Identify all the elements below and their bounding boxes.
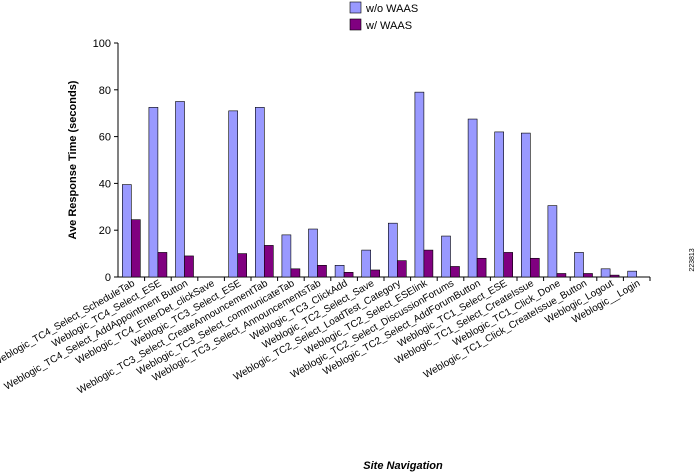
bar-with-waas [263,245,274,278]
bar-without-waas [441,235,451,278]
legend-swatch-with-waas [349,18,362,31]
bar-with-waas [423,249,434,278]
bar-without-waas [281,234,292,278]
plot-area: 020406080100Weblogic_TC4_Select_Schedule… [0,38,651,396]
bar-with-waas [184,255,194,278]
bar-without-waas [122,184,132,278]
bar-with-waas [343,272,354,278]
legend-label-with-waas: w/ WAAS [365,20,412,32]
bar-without-waas [467,118,478,278]
y-tick-label: 20 [99,225,111,237]
bar-without-waas [574,252,584,278]
bar-with-waas [290,268,301,278]
bar-with-waas [450,266,460,278]
bar-with-waas [583,273,593,278]
bar-with-waas [476,257,487,278]
bar-without-waas [547,205,558,278]
bar-without-waas [255,107,265,278]
bar-without-waas [148,107,159,278]
bar-without-waas [228,110,238,278]
legend-label-without-waas: w/o WAAS [365,3,418,15]
bar-with-waas [396,260,407,278]
bar-with-waas [157,252,168,278]
bar-with-waas [317,264,327,278]
bar-without-waas [627,270,638,278]
y-tick-label: 60 [99,132,111,144]
bar-without-waas [520,132,531,278]
bar-without-waas [361,249,372,278]
bar-with-waas [556,273,567,278]
y-tick-label: 0 [105,272,111,284]
y-axis-title: Ave Response Time (seconds) [67,80,79,239]
legend: w/o WAAS w/ WAAS [349,1,418,32]
bar-with-waas [609,274,620,278]
y-tick-label: 40 [99,178,111,190]
x-axis-title: Site Navigation [363,460,443,472]
bar-with-waas [529,257,540,278]
bar-without-waas [387,222,398,278]
bar-with-waas [503,252,514,278]
bar-without-waas [175,101,185,278]
bar-with-waas [131,219,141,278]
bar-without-waas [308,228,318,278]
y-tick-label: 100 [93,38,111,50]
figure-id-note: 223813 [689,248,696,271]
bar-with-waas [237,253,247,278]
bar-without-waas [494,131,505,278]
legend-swatch-without-waas [349,1,362,14]
bar-without-waas [600,268,611,278]
bar-with-waas [370,269,381,278]
bar-without-waas [334,264,345,278]
y-tick-label: 80 [99,85,111,97]
bar-without-waas [414,91,425,278]
